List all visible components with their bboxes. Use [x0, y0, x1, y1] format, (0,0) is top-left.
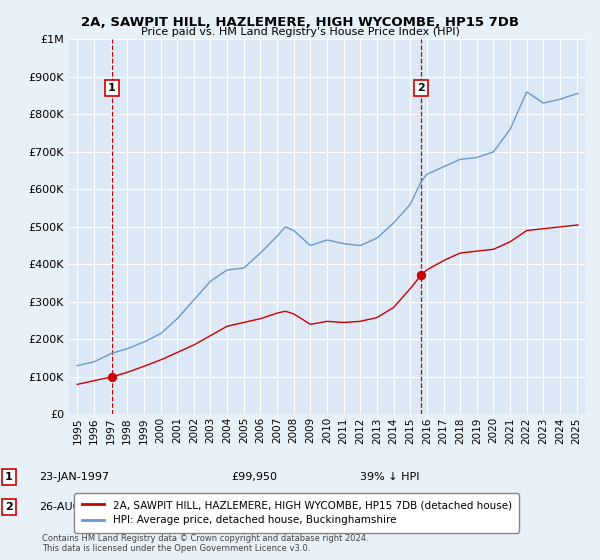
Text: 26-AUG-2015: 26-AUG-2015 [39, 502, 113, 512]
Text: Contains HM Land Registry data © Crown copyright and database right 2024.
This d: Contains HM Land Registry data © Crown c… [42, 534, 368, 553]
Text: £99,950: £99,950 [231, 472, 277, 482]
Point [416, 270, 426, 279]
Text: 23-JAN-1997: 23-JAN-1997 [39, 472, 109, 482]
Text: 1: 1 [108, 83, 116, 93]
Text: 2A, SAWPIT HILL, HAZLEMERE, HIGH WYCOMBE, HP15 7DB: 2A, SAWPIT HILL, HAZLEMERE, HIGH WYCOMBE… [81, 16, 519, 29]
Text: £371,500: £371,500 [231, 502, 284, 512]
Legend: 2A, SAWPIT HILL, HAZLEMERE, HIGH WYCOMBE, HP15 7DB (detached house), HPI: Averag: 2A, SAWPIT HILL, HAZLEMERE, HIGH WYCOMBE… [74, 493, 519, 533]
Point [107, 372, 116, 381]
Text: 2: 2 [5, 502, 13, 512]
Text: 40% ↓ HPI: 40% ↓ HPI [360, 502, 419, 512]
Text: 39% ↓ HPI: 39% ↓ HPI [360, 472, 419, 482]
Text: 1: 1 [5, 472, 13, 482]
Text: 2: 2 [417, 83, 425, 93]
Text: Price paid vs. HM Land Registry's House Price Index (HPI): Price paid vs. HM Land Registry's House … [140, 27, 460, 37]
